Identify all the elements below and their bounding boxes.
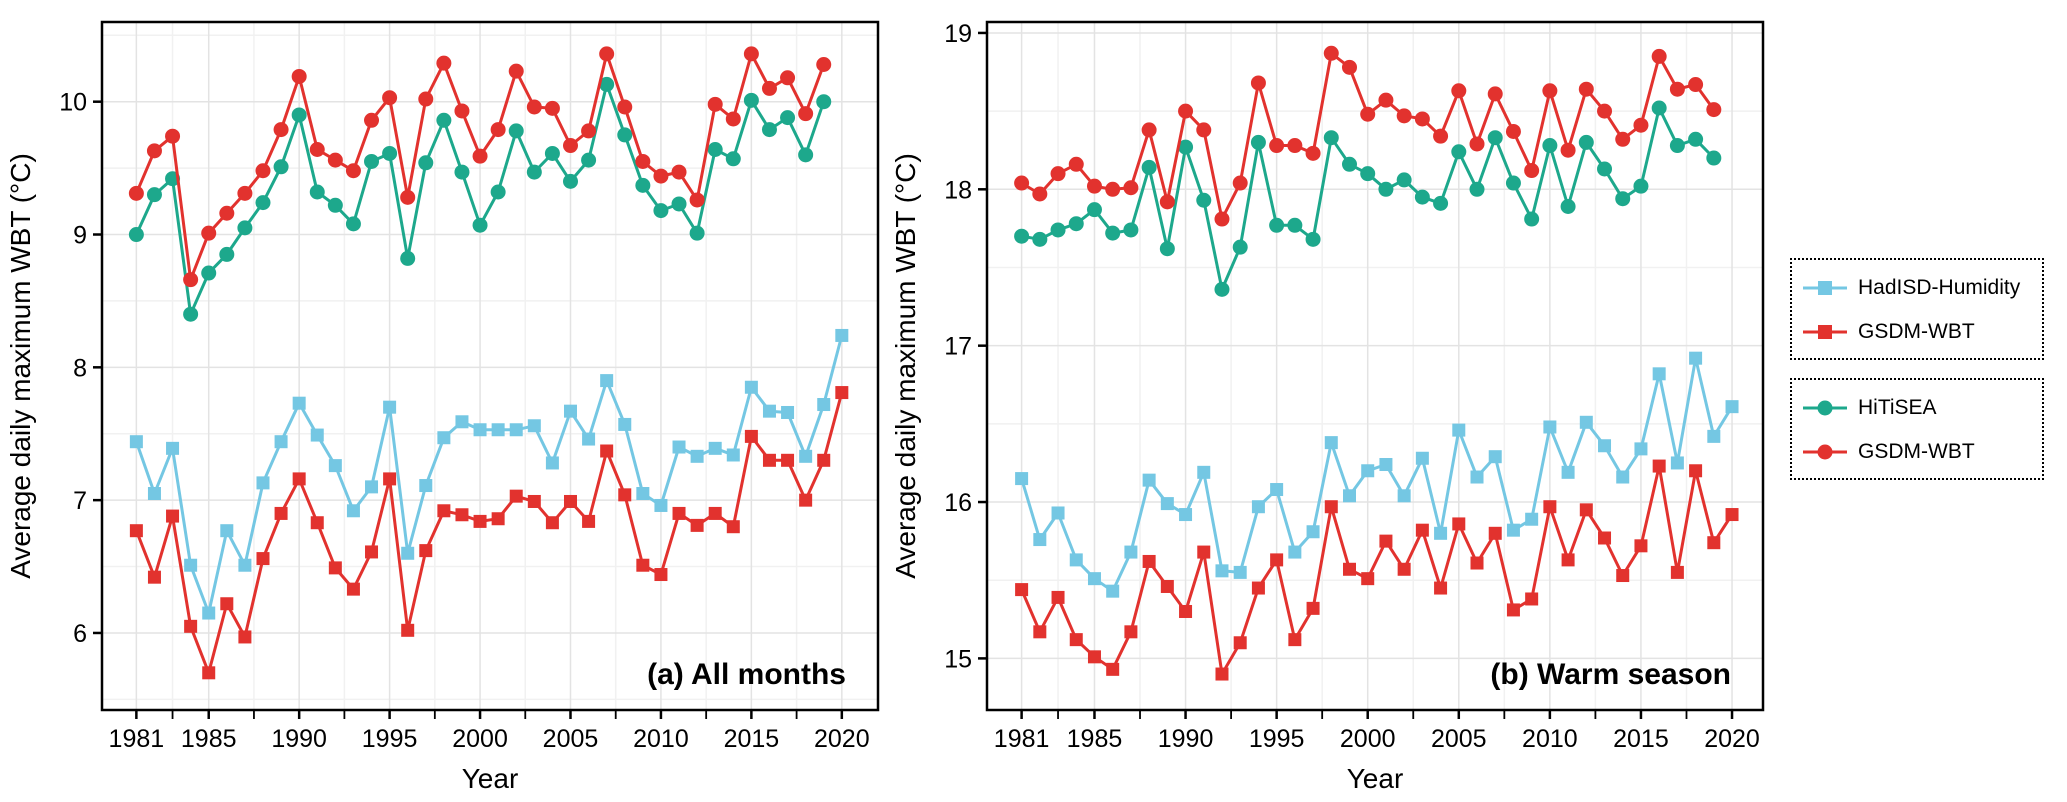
circle-marker-icon — [1802, 396, 1848, 420]
x-tick-label: 1990 — [271, 725, 327, 753]
x-tick-label: 1985 — [1067, 725, 1123, 753]
y-tick-label: 15 — [944, 645, 972, 673]
x-tick-label: 2015 — [1613, 725, 1669, 753]
y-tick-label: 16 — [944, 489, 972, 517]
x-tick-label: 1981 — [109, 725, 165, 753]
square-marker-icon — [1802, 320, 1848, 344]
panel-border — [100, 20, 880, 712]
x-tick-label: 1990 — [1158, 725, 1214, 753]
panel-annotation: (a) All months — [647, 658, 846, 691]
y-tick-label: 9 — [73, 222, 87, 250]
panel-a: 1981 1985 1990 1995 2000 2005 2010 2015 2020 6 7 8 9… — [5, 20, 880, 794]
y-axis-title: Average daily maximum WBT (°C) — [5, 153, 36, 579]
panel-border — [985, 20, 1765, 712]
legend-label: HadISD-Humidity — [1858, 276, 2021, 299]
legend-box-stations: HadISD-Humidity GSDM-WBT — [1790, 258, 2044, 360]
series-gsdm-wbt-square — [1015, 459, 1739, 681]
y-tick-label: 8 — [73, 354, 87, 382]
x-tick-label: 2015 — [724, 725, 780, 753]
legend-item-hadisd-humidity: HadISD-Humidity — [1802, 266, 2042, 310]
x-tick-label: 1995 — [362, 725, 418, 753]
y-tick-label: 6 — [73, 620, 87, 648]
x-tick-label: 1981 — [994, 725, 1050, 753]
panel-annotation: (b) Warm season — [1490, 658, 1731, 691]
series-gsdm-wbt-square — [129, 386, 849, 680]
legend-item-gsdm-wbt-square: GSDM-WBT — [1802, 310, 2042, 354]
x-tick-label: 2010 — [1522, 725, 1578, 753]
x-axis-title: Year — [462, 763, 519, 794]
legend-item-hitisea: HiTiSEA — [1802, 386, 2042, 430]
x-tick-label: 2005 — [543, 725, 599, 753]
y-tick-label: 17 — [944, 333, 972, 361]
series-hitisea-circle — [128, 76, 832, 322]
series-gsdm-wbt-circle — [128, 46, 832, 288]
y-tick-label: 19 — [944, 20, 972, 48]
series-hadisd-humidity-square — [1015, 351, 1739, 598]
panel-b: 1981 1985 1990 1995 2000 2005 2010 2015 2020 15 16… — [890, 20, 1765, 794]
y-tick-label: 18 — [944, 176, 972, 204]
legend-box-gridded: HiTiSEA GSDM-WBT — [1790, 378, 2044, 480]
y-axis-title: Average daily maximum WBT (°C) — [890, 153, 921, 579]
x-axis-title: Year — [1347, 763, 1404, 794]
series-hitisea-circle — [1014, 100, 1722, 297]
x-tick-label: 2000 — [452, 725, 508, 753]
x-tick-label: 1995 — [1249, 725, 1305, 753]
x-tick-label: 2000 — [1340, 725, 1396, 753]
legend-label: GSDM-WBT — [1858, 440, 1975, 463]
square-marker-icon — [1802, 276, 1848, 300]
x-tick-label: 2020 — [814, 725, 870, 753]
x-tick-label: 2020 — [1704, 725, 1760, 753]
x-tick-label: 2005 — [1431, 725, 1487, 753]
legend-label: HiTiSEA — [1858, 396, 1937, 419]
series-hadisd-humidity-square — [129, 328, 849, 620]
x-tick-label: 2010 — [633, 725, 689, 753]
y-tick-label: 10 — [59, 89, 87, 117]
x-tick-label: 1985 — [181, 725, 237, 753]
circle-marker-icon — [1802, 440, 1848, 464]
legend-label: GSDM-WBT — [1858, 320, 1975, 343]
legend-item-gsdm-wbt-circle: GSDM-WBT — [1802, 430, 2042, 474]
y-tick-label: 7 — [73, 487, 87, 515]
series-gsdm-wbt-circle — [1014, 45, 1722, 227]
